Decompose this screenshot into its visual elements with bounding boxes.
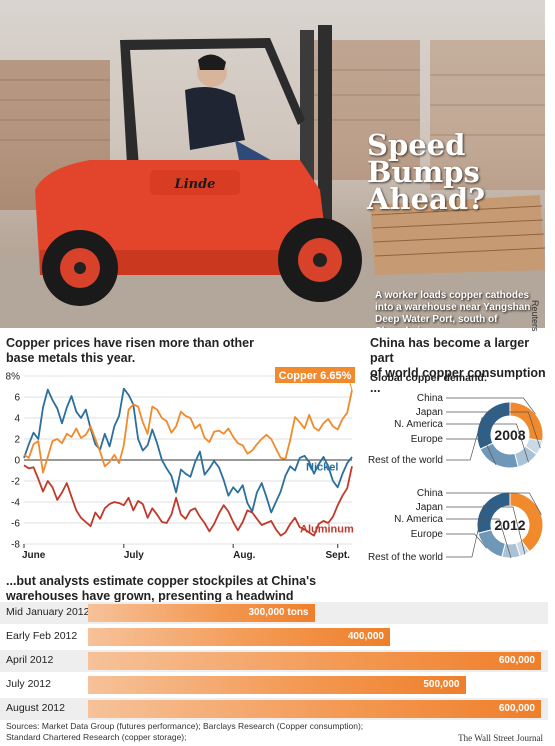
- x-tick-label: Aug.: [233, 550, 255, 561]
- y-tick-label: 4: [14, 414, 20, 425]
- donut-year: 2008: [494, 427, 525, 443]
- donut-leader: [446, 506, 526, 555]
- donut-label: China: [417, 488, 444, 499]
- bar-value-label: 400,000: [347, 631, 384, 642]
- donut-label: Japan: [416, 407, 443, 418]
- donut-label: Rest of the world: [368, 455, 443, 466]
- bar-row: April 2012 600,000: [0, 650, 548, 672]
- bar-category-label: Mid January 2012: [6, 606, 90, 618]
- bar-row: Early Feb 2012 400,000: [0, 626, 548, 648]
- bar-category-label: April 2012: [6, 654, 54, 666]
- donut-leader: [446, 533, 487, 549]
- y-tick-label: -6: [11, 519, 20, 530]
- donut-center: [492, 507, 528, 543]
- donut-leader: [446, 411, 541, 449]
- donut-label: N. America: [394, 419, 443, 430]
- donut-leader: [446, 504, 485, 558]
- donut-slice-rest-of-world: [476, 491, 511, 534]
- y-tick-label: -8: [11, 540, 20, 551]
- line-chart-title-line: Copper prices have risen more than other: [6, 336, 254, 350]
- donut-label: China: [417, 393, 444, 404]
- line-chart-title-line: base metals this year.: [6, 351, 136, 365]
- forklift-brand: Linde: [174, 177, 216, 192]
- aluminum-line: [23, 464, 353, 537]
- donut-label: Europe: [411, 529, 444, 540]
- pie-title-line: of world copper consumption ...: [370, 366, 546, 395]
- bar-chart-title: ...but analysts estimate copper stockpil…: [6, 574, 546, 604]
- donut-leader: [446, 417, 483, 461]
- sources-line: Standard Chartered Research (copper stor…: [6, 732, 187, 742]
- bar-value-label: 300,000 tons: [248, 607, 309, 618]
- line-chart-title: Copper prices have risen more than other…: [6, 336, 356, 366]
- donut-label: Rest of the world: [368, 552, 443, 563]
- donut-center: [492, 417, 528, 453]
- bar-category-label: July 2012: [6, 678, 51, 690]
- donut-slice-rest-of-world: [476, 401, 511, 450]
- publisher-credit: The Wall Street Journal: [458, 733, 543, 743]
- bar-value-label: 600,000: [498, 655, 535, 666]
- bar-title-line: ...but analysts estimate copper stockpil…: [6, 574, 317, 588]
- y-tick-label: 8%: [6, 372, 21, 383]
- donut-leader: [446, 423, 529, 463]
- sources-note: Sources: Market Data Group (futures perf…: [6, 721, 406, 743]
- sources-line: Sources: Market Data Group (futures perf…: [6, 721, 364, 731]
- forklift-illustration: Linde: [0, 25, 545, 328]
- y-tick-label: 2: [14, 435, 20, 446]
- hero-photo: Linde Speed Bumps Ahead? A worker loads …: [0, 0, 545, 328]
- bar-value-label: 500,000: [423, 679, 460, 690]
- bar: 500,000: [88, 676, 466, 694]
- headline-line: Bumps: [367, 155, 480, 189]
- bar-row: July 2012 500,000: [0, 674, 548, 696]
- copper-label-box: [275, 367, 355, 383]
- bar: 400,000: [88, 628, 390, 646]
- pie-subtitle: Global copper demand:: [370, 372, 488, 384]
- headline-line: Ahead?: [367, 182, 486, 216]
- photo-credit: Reuters: [530, 300, 540, 332]
- metals-line-chart: -8 -6 -4 -2 0 2 4 6 8% June July Aug. Sept. Copper 6.…: [6, 367, 355, 561]
- headline: Speed Bumps Ahead?: [367, 128, 517, 216]
- nickel-series-label: Nickel: [306, 462, 338, 474]
- nickel-line: [23, 387, 353, 514]
- donut-leader: [446, 492, 542, 515]
- copper-line: [23, 390, 353, 474]
- y-tick-label: 0: [14, 456, 20, 467]
- bar-row: Mid January 2012 300,000 tons: [0, 602, 548, 624]
- copper-label-leader: [349, 382, 353, 391]
- x-tick-label: June: [22, 550, 46, 561]
- headline-line: Speed: [367, 128, 466, 162]
- donut-leader: [446, 438, 497, 466]
- aluminum-series-label: Aluminum: [300, 523, 354, 535]
- bar-row: August 2012 600,000: [0, 698, 548, 720]
- bar-title-line: warehouses have grown, presenting a head…: [6, 589, 294, 603]
- bar-value-label: 600,000: [498, 703, 535, 714]
- photo-caption: A worker loads copper cathodes into a wa…: [375, 290, 531, 328]
- donut-leader: [446, 518, 512, 559]
- bar: 300,000 tons: [88, 604, 315, 622]
- donut-leader: [446, 397, 536, 415]
- copper-series-label: Copper 6.65%: [279, 370, 352, 382]
- bar-category-label: Early Feb 2012: [6, 630, 78, 642]
- y-tick-label: -2: [11, 477, 20, 488]
- x-tick-label: July: [124, 550, 144, 561]
- y-tick-label: -4: [11, 498, 20, 509]
- donut-label: N. America: [394, 514, 443, 525]
- pie-section-title: China has become a larger part of world …: [370, 336, 550, 396]
- bar-category-label: August 2012: [6, 702, 65, 714]
- bar: 600,000: [88, 700, 541, 718]
- bar: 600,000: [88, 652, 541, 670]
- pie-title-line: China has become a larger part: [370, 336, 530, 365]
- x-tick-label: Sept.: [326, 550, 351, 561]
- donut-label: Europe: [411, 434, 444, 445]
- y-tick-label: 6: [14, 393, 20, 404]
- donut-label: Japan: [416, 502, 443, 513]
